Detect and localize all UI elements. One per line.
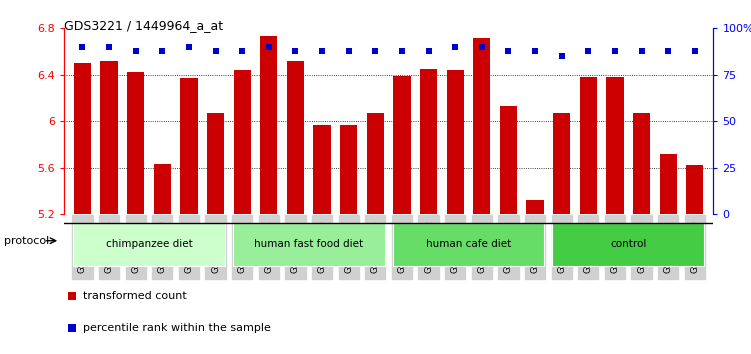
Point <box>103 44 115 50</box>
Point <box>582 48 594 53</box>
Bar <box>74 63 91 214</box>
Bar <box>127 73 144 214</box>
Bar <box>473 38 490 214</box>
Point <box>130 48 142 53</box>
Bar <box>154 164 171 214</box>
Point <box>635 48 647 53</box>
Bar <box>553 113 570 214</box>
Point <box>502 48 514 53</box>
Bar <box>73 223 225 266</box>
Point <box>369 48 382 53</box>
Bar <box>366 113 384 214</box>
Point <box>556 53 568 59</box>
Bar <box>287 61 304 214</box>
Bar <box>659 154 677 214</box>
Bar <box>394 76 411 214</box>
Bar <box>207 113 225 214</box>
Point <box>689 48 701 53</box>
Point <box>449 44 461 50</box>
Point <box>529 48 541 53</box>
Bar <box>180 78 198 214</box>
Text: control: control <box>610 239 647 249</box>
Text: human cafe diet: human cafe diet <box>426 239 511 249</box>
Bar <box>340 125 357 214</box>
Text: human fast food diet: human fast food diet <box>254 239 363 249</box>
Text: transformed count: transformed count <box>83 291 187 301</box>
Point <box>662 48 674 53</box>
Bar <box>233 223 385 266</box>
Text: GDS3221 / 1449964_a_at: GDS3221 / 1449964_a_at <box>64 19 223 33</box>
Point <box>156 48 168 53</box>
Point <box>77 44 89 50</box>
Bar <box>500 106 517 214</box>
Point <box>65 293 77 299</box>
Bar <box>606 77 623 214</box>
Bar <box>234 70 251 214</box>
Text: protocol: protocol <box>4 236 49 246</box>
Bar <box>686 165 704 214</box>
Point <box>609 48 621 53</box>
Point <box>289 48 301 53</box>
Bar <box>526 200 544 214</box>
Bar <box>580 77 597 214</box>
Bar <box>260 36 277 214</box>
Bar <box>553 223 704 266</box>
Point <box>423 48 435 53</box>
Point <box>65 325 77 331</box>
Bar <box>420 69 437 214</box>
Bar <box>393 223 544 266</box>
Point <box>342 48 354 53</box>
Point <box>476 44 488 50</box>
Text: percentile rank within the sample: percentile rank within the sample <box>83 323 271 333</box>
Point <box>396 48 408 53</box>
Bar <box>101 61 118 214</box>
Point <box>263 44 275 50</box>
Point <box>237 48 249 53</box>
Bar <box>313 125 330 214</box>
Point <box>210 48 222 53</box>
Bar <box>633 113 650 214</box>
Point <box>183 44 195 50</box>
Bar <box>447 70 464 214</box>
Text: chimpanzee diet: chimpanzee diet <box>106 239 192 249</box>
Point <box>316 48 328 53</box>
